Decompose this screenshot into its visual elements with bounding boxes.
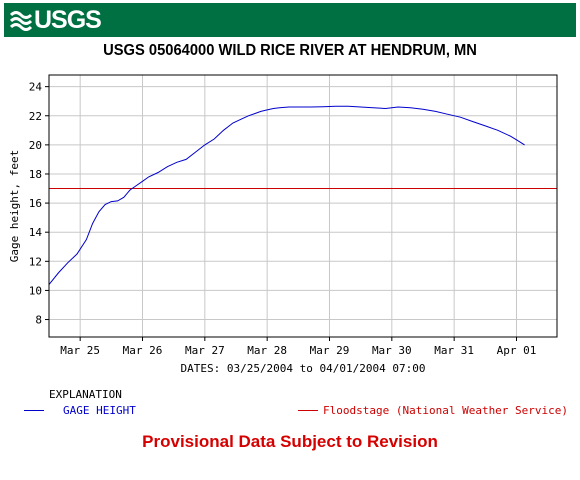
legend-gage-swatch [24, 410, 44, 411]
gage-height-line [48, 105, 525, 285]
y-axis-label: Gage height, feet [8, 150, 21, 263]
x-tick-label: Mar 28 [247, 344, 287, 357]
x-tick-label: Mar 27 [185, 344, 225, 357]
usgs-banner: USGS [4, 3, 576, 37]
x-tick-label: Mar 29 [310, 344, 350, 357]
legend-heading: EXPLANATION [49, 388, 122, 401]
grid [49, 75, 557, 337]
y-tick-label: 18 [29, 168, 42, 181]
x-tick-label: Mar 25 [60, 344, 100, 357]
x-tick-label: Mar 26 [123, 344, 163, 357]
x-tick-label: Mar 31 [434, 344, 474, 357]
x-ticks: Mar 25 Mar 26 Mar 27 Mar 28 Mar 29 Mar 30 Mar … [60, 337, 536, 357]
x-axis-label: DATES: 03/25/2004 to 04/01/2004 07:00 [180, 362, 425, 375]
legend-floodstage-label: Floodstage (National Weather Service) [323, 404, 569, 417]
y-tick-label: 12 [29, 255, 42, 268]
legend-gage-label: GAGE HEIGHT [63, 404, 136, 417]
usgs-logo: USGS [10, 5, 102, 34]
chart-title: USGS 05064000 WILD RICE RIVER AT HENDRUM… [103, 42, 477, 59]
x-tick-label: Mar 30 [372, 344, 412, 357]
y-tick-label: 20 [29, 139, 42, 152]
y-ticks: 8 10 12 14 16 18 20 22 24 [29, 81, 49, 327]
y-tick-label: 14 [29, 226, 43, 239]
y-tick-label: 10 [29, 284, 42, 297]
legend-floodstage-swatch [298, 410, 318, 411]
y-tick-label: 16 [29, 197, 42, 210]
provisional-notice: Provisional Data Subject to Revision [142, 432, 438, 451]
usgs-wave-icon [10, 11, 32, 31]
y-tick-label: 22 [29, 110, 42, 123]
y-tick-label: 24 [29, 81, 43, 94]
x-tick-label: Apr 01 [497, 344, 537, 357]
plot-frame [48, 74, 558, 338]
usgs-logo-text: USGS [34, 5, 102, 34]
y-tick-label: 8 [35, 314, 42, 327]
